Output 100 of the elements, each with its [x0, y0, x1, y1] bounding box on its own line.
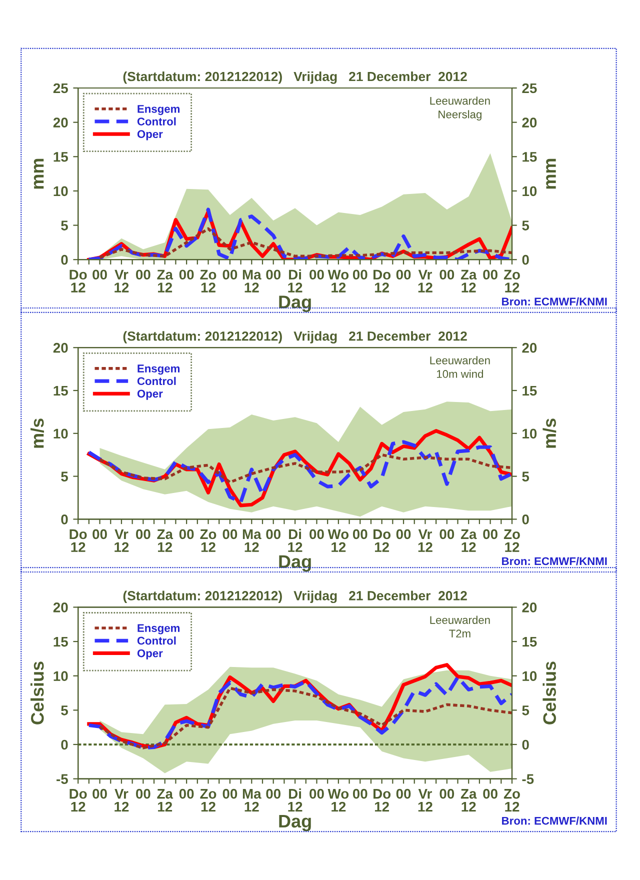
y-tick-label: 5 [61, 706, 68, 716]
x-tick-label: Do 12 [373, 529, 391, 552]
x-tick-label: 00 [440, 788, 454, 799]
y2-tick-label: 15 [522, 386, 537, 396]
x-tick-label: 00 [310, 529, 324, 540]
x-tick-label: Vr 12 [114, 789, 129, 812]
y-axis-title: m/s [30, 418, 44, 448]
line-series [98, 686, 512, 750]
x-tick-label: Ma 12 [242, 529, 262, 552]
x-tick-label: 00 [136, 529, 150, 540]
x-tick-label: 00 [440, 529, 454, 540]
x-tick-label: 00 [179, 529, 194, 540]
chart-title: (Startdatum: 2012122012) Vrijdag 21 December 2012 [123, 71, 467, 84]
legend-label: Control [137, 376, 176, 386]
y2-tick-label: 20 [522, 602, 537, 612]
x-tick-label: Zo 12 [200, 270, 216, 292]
x-tick-label: Wo 12 [328, 270, 349, 292]
x-tick-label: 00 [136, 270, 150, 280]
x-tick-label: 00 [179, 270, 194, 280]
x-tick-label: Za 12 [157, 270, 174, 292]
x-tick-label: 00 [396, 270, 411, 280]
x-tick-label: Do 12 [70, 270, 87, 292]
y2-tick-label: 0 [522, 254, 529, 265]
chart-title: (Startdatum: 2012122012) Vrijdag 21 December 2012 [123, 590, 467, 604]
x-tick-label: Vr 12 [114, 270, 129, 292]
x-tick-label: 00 [310, 788, 324, 799]
y2-axis-title: mm [546, 158, 556, 189]
x-tick-label: Zo 12 [200, 529, 216, 552]
x-tick-label: 00 [352, 788, 368, 799]
x-tick-label: 00 [266, 529, 280, 540]
legend-label: Ensgem [138, 364, 180, 375]
x-tick-label: 00 [266, 270, 280, 280]
x-tick-label: 00 [352, 270, 368, 280]
x-tick-label: 00 [92, 788, 107, 799]
text: Bron: ECMWF/KNMI [502, 297, 607, 306]
x-tick-label: Wo 12 [328, 789, 349, 812]
y2-tick-label: 25 [522, 83, 537, 94]
x-tick-label: Vr 12 [418, 529, 432, 552]
legend-label: Oper [137, 649, 163, 660]
x-tick-label: 00 [396, 788, 411, 799]
x-tick-label: Wo 12 [328, 529, 349, 552]
x-tick-label: 00 [222, 529, 238, 540]
y-tick-label: 5 [61, 472, 68, 482]
y-tick-label: 10 [54, 671, 68, 682]
x-tick-label: Di 12 [288, 788, 302, 812]
y2-tick-label: 5 [522, 220, 530, 230]
y-tick-label: 20 [53, 602, 68, 612]
y-axis-title: mm [34, 158, 44, 189]
x-tick-label: 00 [310, 270, 324, 280]
line-series [87, 440, 512, 504]
x-tick-label: Zo 12 [200, 789, 216, 812]
line-series [98, 227, 512, 259]
y-tick-label: 20 [53, 342, 68, 353]
x-tick-label: Di 12 [288, 269, 302, 292]
x-tick-label: Zo 12 [504, 270, 520, 292]
x-tick-label: 00 [396, 529, 411, 540]
legend-label: Control [137, 117, 176, 126]
x-tick-label: Vr 12 [418, 270, 432, 292]
text: Bron: ECMWF/KNMI [502, 816, 607, 825]
x-tick-label: 00 [483, 529, 498, 540]
text: Bron: ECMWF/KNMI [502, 556, 607, 566]
y-tick-label: 25 [53, 83, 68, 94]
y2-tick-label: 0 [522, 740, 529, 750]
x-tick-label: 00 [352, 529, 368, 540]
x-axis-title: Dag [279, 555, 311, 572]
y2-axis-title: Celsius [542, 662, 556, 724]
legend-label: Oper [137, 130, 163, 140]
x-axis-title: Dag [279, 815, 311, 832]
y-tick-label: 10 [54, 428, 68, 439]
y-axis-title: Celsius [30, 662, 44, 724]
x-tick-label: Zo 12 [504, 529, 520, 552]
x-tick-label: Za 12 [157, 529, 174, 552]
y2-tick-label: 10 [522, 186, 537, 196]
y-tick-label: 0 [61, 254, 68, 265]
x-tick-label: Za 12 [157, 789, 174, 812]
x-tick-label: Vr 12 [418, 789, 432, 812]
legend-label: Oper [137, 390, 163, 400]
x-tick-label: 00 [440, 270, 454, 280]
x-tick-label: 00 [136, 788, 150, 799]
y-tick-label: 15 [54, 386, 68, 396]
x-tick-label: Di 12 [288, 528, 302, 552]
x-tick-label: 00 [222, 270, 238, 280]
y2-tick-label: 15 [522, 152, 537, 162]
y2-tick-label: 5 [522, 472, 530, 482]
x-tick-label: Za 12 [460, 529, 477, 552]
x-tick-label: 00 [92, 529, 107, 540]
y2-tick-label: 10 [522, 671, 537, 682]
chart-title: (Startdatum: 2012122012) Vrijdag 21 December 2012 [123, 331, 467, 344]
x-tick-label: Do 12 [70, 529, 87, 552]
y2-tick-label: -5 [522, 774, 534, 784]
x-tick-label: 00 [179, 788, 194, 799]
x-tick-label: 00 [222, 788, 238, 799]
x-tick-label: 00 [483, 788, 498, 799]
y-tick-label: 15 [54, 636, 68, 647]
legend-label: Control [137, 636, 176, 645]
x-tick-label: Vr 12 [114, 529, 129, 552]
y-tick-label: 20 [53, 118, 68, 128]
x-tick-label: Za 12 [460, 789, 477, 812]
x-tick-label: 00 [483, 270, 498, 280]
y2-tick-label: 5 [522, 706, 530, 716]
